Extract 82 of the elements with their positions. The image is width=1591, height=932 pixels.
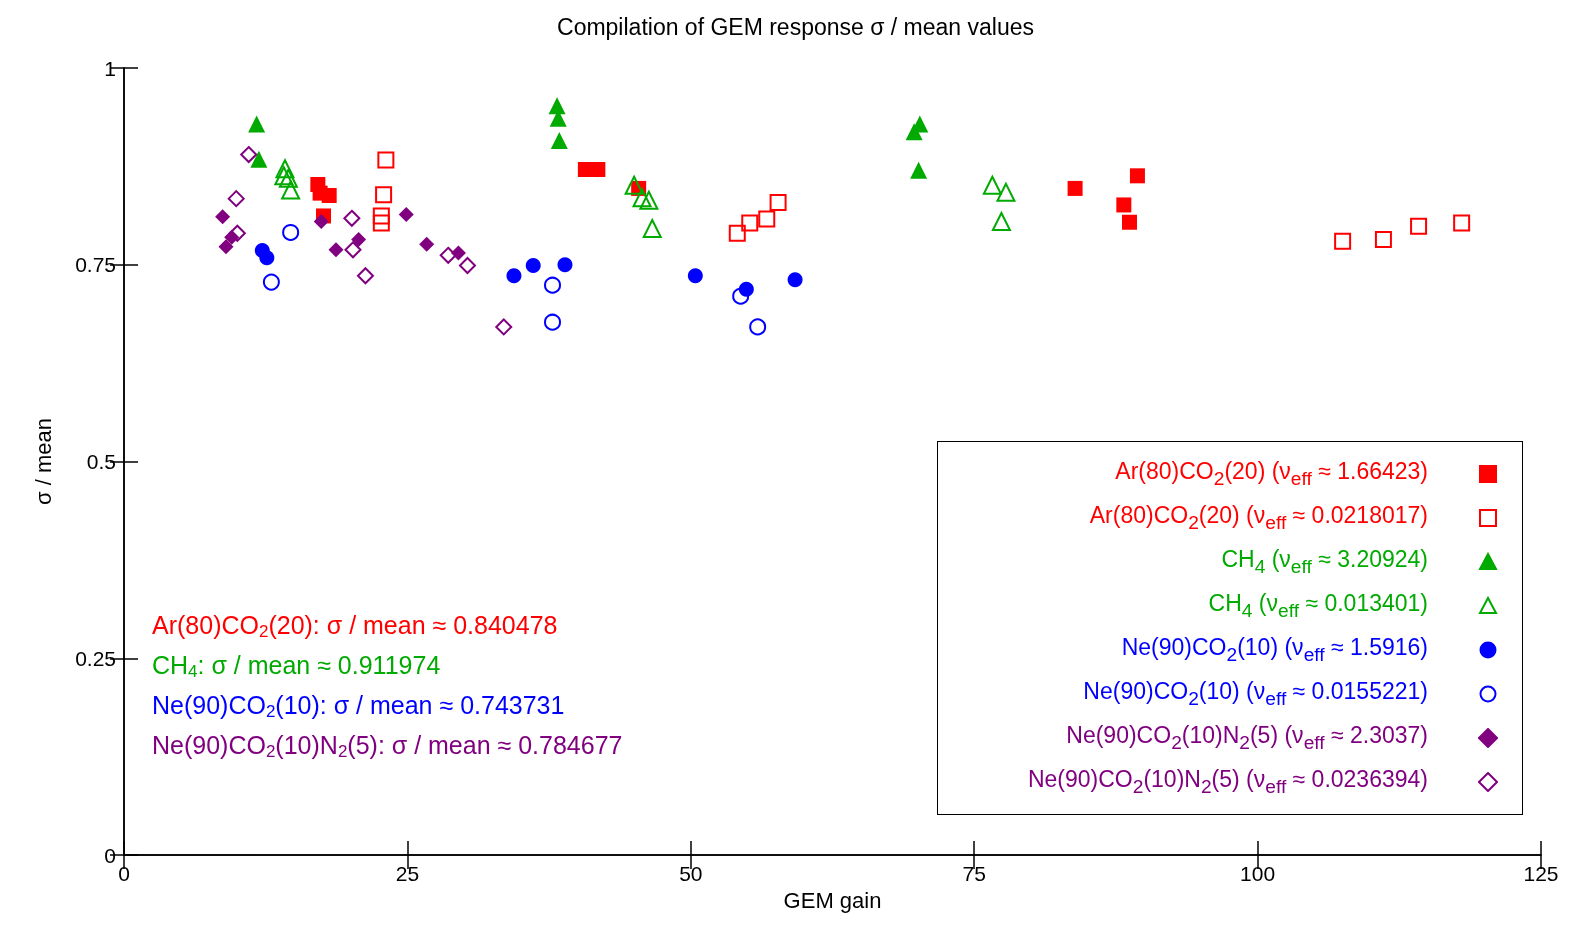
point [632, 188, 652, 208]
point [281, 180, 301, 200]
point [544, 313, 561, 331]
x-axis-title: GEM gain [783, 887, 882, 913]
point [372, 214, 390, 232]
point [548, 97, 566, 115]
point [377, 151, 395, 169]
point [375, 186, 393, 204]
x-tick-label: 75 [962, 862, 986, 885]
y-axis-title: σ / mean [30, 418, 56, 505]
point [687, 268, 703, 284]
point [624, 175, 644, 195]
point [982, 175, 1002, 195]
legend-label: Ar(80)CO$_{2}$(20) (ν$_{eff}$ ≈ 0.0218017) [1089, 502, 1428, 534]
point [991, 211, 1011, 231]
point [758, 210, 776, 228]
x-tick-label: 125 [1523, 862, 1559, 885]
point [344, 241, 362, 259]
point [458, 257, 476, 275]
point [227, 190, 245, 208]
point [506, 268, 522, 284]
point [439, 246, 457, 264]
point [1453, 214, 1471, 232]
legend-label: Ne(90)CO$_{2}$(10)N$_{2}$(5) (ν$_{eff}$ ≈ 2.3037) [1066, 722, 1428, 754]
point [1129, 168, 1145, 184]
point [639, 190, 659, 210]
point [240, 146, 258, 164]
point [1334, 232, 1352, 250]
point [351, 232, 367, 248]
point [728, 224, 746, 242]
point [398, 206, 414, 222]
point [343, 209, 361, 227]
point [218, 239, 234, 255]
legend-label: Ar(80)CO$_{2}$(20) (ν$_{eff}$ ≈ 1.66423) [1115, 458, 1428, 490]
y-tick-label: 0 [104, 843, 116, 867]
point [544, 276, 561, 294]
point [590, 162, 606, 178]
legend-label: Ne(90)CO$_{2}$(10) (ν$_{eff}$ ≈ 0.0155221) [1083, 678, 1428, 710]
point [749, 318, 767, 336]
x-tick-label: 100 [1240, 862, 1276, 885]
point [1067, 180, 1083, 196]
legend-label: Ne(90)CO$_{2}$(10) (ν$_{eff}$ ≈ 1.5916) [1121, 634, 1428, 666]
point [1122, 214, 1137, 230]
y-tick-label: 0.25 [75, 646, 116, 670]
legend-label: CH$_{4}$ (ν$_{eff}$ ≈ 3.20924) [1221, 546, 1428, 578]
point [372, 207, 390, 225]
point [259, 250, 275, 266]
point [1410, 217, 1428, 235]
point [262, 273, 280, 291]
point [996, 182, 1016, 202]
point [275, 159, 295, 179]
point [328, 242, 344, 258]
point [557, 257, 573, 273]
point [1116, 197, 1132, 213]
point [248, 115, 266, 133]
y-tick-label: 0.75 [75, 253, 116, 277]
point [282, 223, 300, 241]
x-tick-label: 50 [679, 862, 703, 885]
legend-label: CH$_{4}$ (ν$_{eff}$ ≈ 0.013401) [1208, 590, 1428, 622]
point [321, 187, 337, 203]
point [525, 258, 541, 274]
point [550, 131, 568, 149]
point [215, 209, 231, 225]
point [732, 287, 750, 305]
point [787, 272, 803, 288]
point [250, 150, 268, 168]
x-tick-label: 25 [395, 862, 420, 885]
point [356, 267, 374, 285]
point [228, 224, 246, 242]
point [419, 236, 435, 252]
point [1374, 231, 1392, 249]
point [769, 194, 787, 212]
point [741, 214, 759, 232]
x-tick-label: 0 [118, 862, 130, 885]
legend-label: Ne(90)CO$_{2}$(10)N$_{2}$(5) (ν$_{eff}$ ≈ 0.0236394) [1027, 766, 1428, 798]
y-tick-label: 0.5 [86, 450, 116, 473]
point [910, 161, 928, 179]
y-tick-label: 1 [104, 56, 116, 80]
point [313, 213, 329, 229]
point [495, 318, 513, 336]
chart-title: Compilation of GEM response σ / mean values [557, 13, 1034, 40]
point [642, 219, 662, 239]
